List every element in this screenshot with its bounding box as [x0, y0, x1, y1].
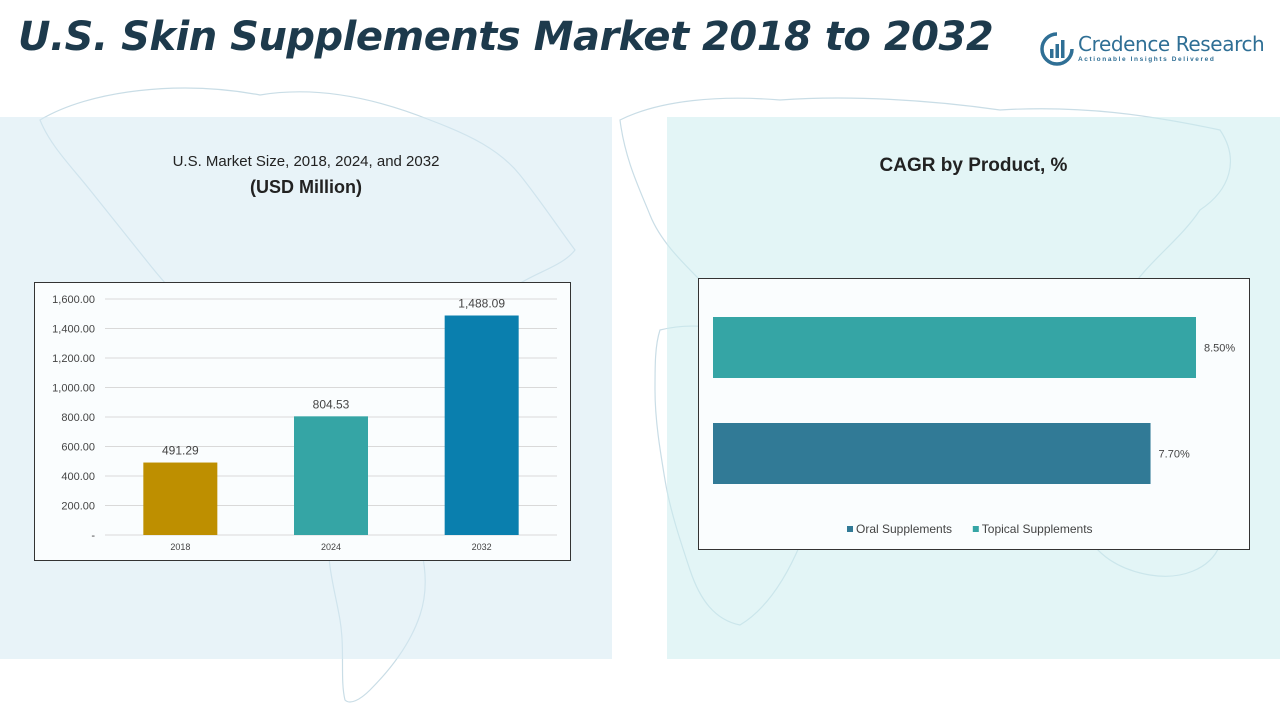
- cagr-chart: 8.50% 7.70% Oral Supplements Topical Supple…: [698, 278, 1250, 550]
- legend-label: Topical Supplements: [982, 522, 1093, 536]
- page-title: U.S. Skin Supplements Market 2018 to 203…: [18, 14, 994, 60]
- brand-logo: Credence Research Actionable Insights De…: [1040, 30, 1265, 70]
- bar-value-label: 7.70%: [1159, 449, 1190, 461]
- y-tick-label: 800.00: [61, 412, 95, 424]
- y-tick-label: 1,000.00: [52, 383, 95, 395]
- legend-swatch: [972, 526, 979, 532]
- y-tick-label: 1,600.00: [52, 294, 95, 306]
- y-tick-label: 600.00: [61, 442, 95, 454]
- bar-value-label: 1,488.09: [458, 297, 505, 311]
- brand-logo-icon: [1040, 32, 1074, 66]
- x-tick-label: 2018: [170, 542, 190, 552]
- market-size-unit: (USD Million): [250, 177, 362, 197]
- brand-name: Credence Research: [1078, 32, 1265, 56]
- bar-2024: [294, 416, 368, 535]
- cagr-chart-svg: 8.50% 7.70% Oral Supplements Topical Supple…: [713, 317, 1235, 536]
- y-tick-label: 400.00: [61, 471, 95, 483]
- x-tick-label: 2032: [472, 542, 492, 552]
- bar-value-label: 8.50%: [1204, 343, 1235, 355]
- market-size-chart: - 200.00 400.00 600.00 800.00 1,000.00 1,200.0…: [34, 282, 571, 561]
- market-size-chart-svg: - 200.00 400.00 600.00 800.00 1,000.00 1,200.0…: [52, 294, 557, 552]
- bar-2018: [143, 462, 218, 535]
- bar-oral-supplements: [713, 423, 1151, 484]
- bar-2032: [444, 315, 519, 535]
- bar-topical-supplements: [713, 317, 1196, 378]
- y-tick-label: 200.00: [61, 501, 95, 513]
- cagr-title: CAGR by Product, %: [879, 155, 1068, 176]
- bar-value-label: 804.53: [313, 397, 350, 411]
- y-tick-label: 1,400.00: [52, 324, 95, 336]
- x-tick-label: 2024: [321, 542, 341, 552]
- legend-swatch: [847, 526, 853, 532]
- y-tick-label: -: [91, 530, 95, 542]
- legend-label: Oral Supplements: [856, 522, 952, 536]
- y-tick-label: 1,200.00: [52, 353, 95, 365]
- market-size-subtitle: U.S. Market Size, 2018, 2024, and 2032: [172, 153, 440, 170]
- bar-value-label: 491.29: [162, 444, 199, 458]
- brand-tagline: Actionable Insights Delivered: [1078, 56, 1216, 63]
